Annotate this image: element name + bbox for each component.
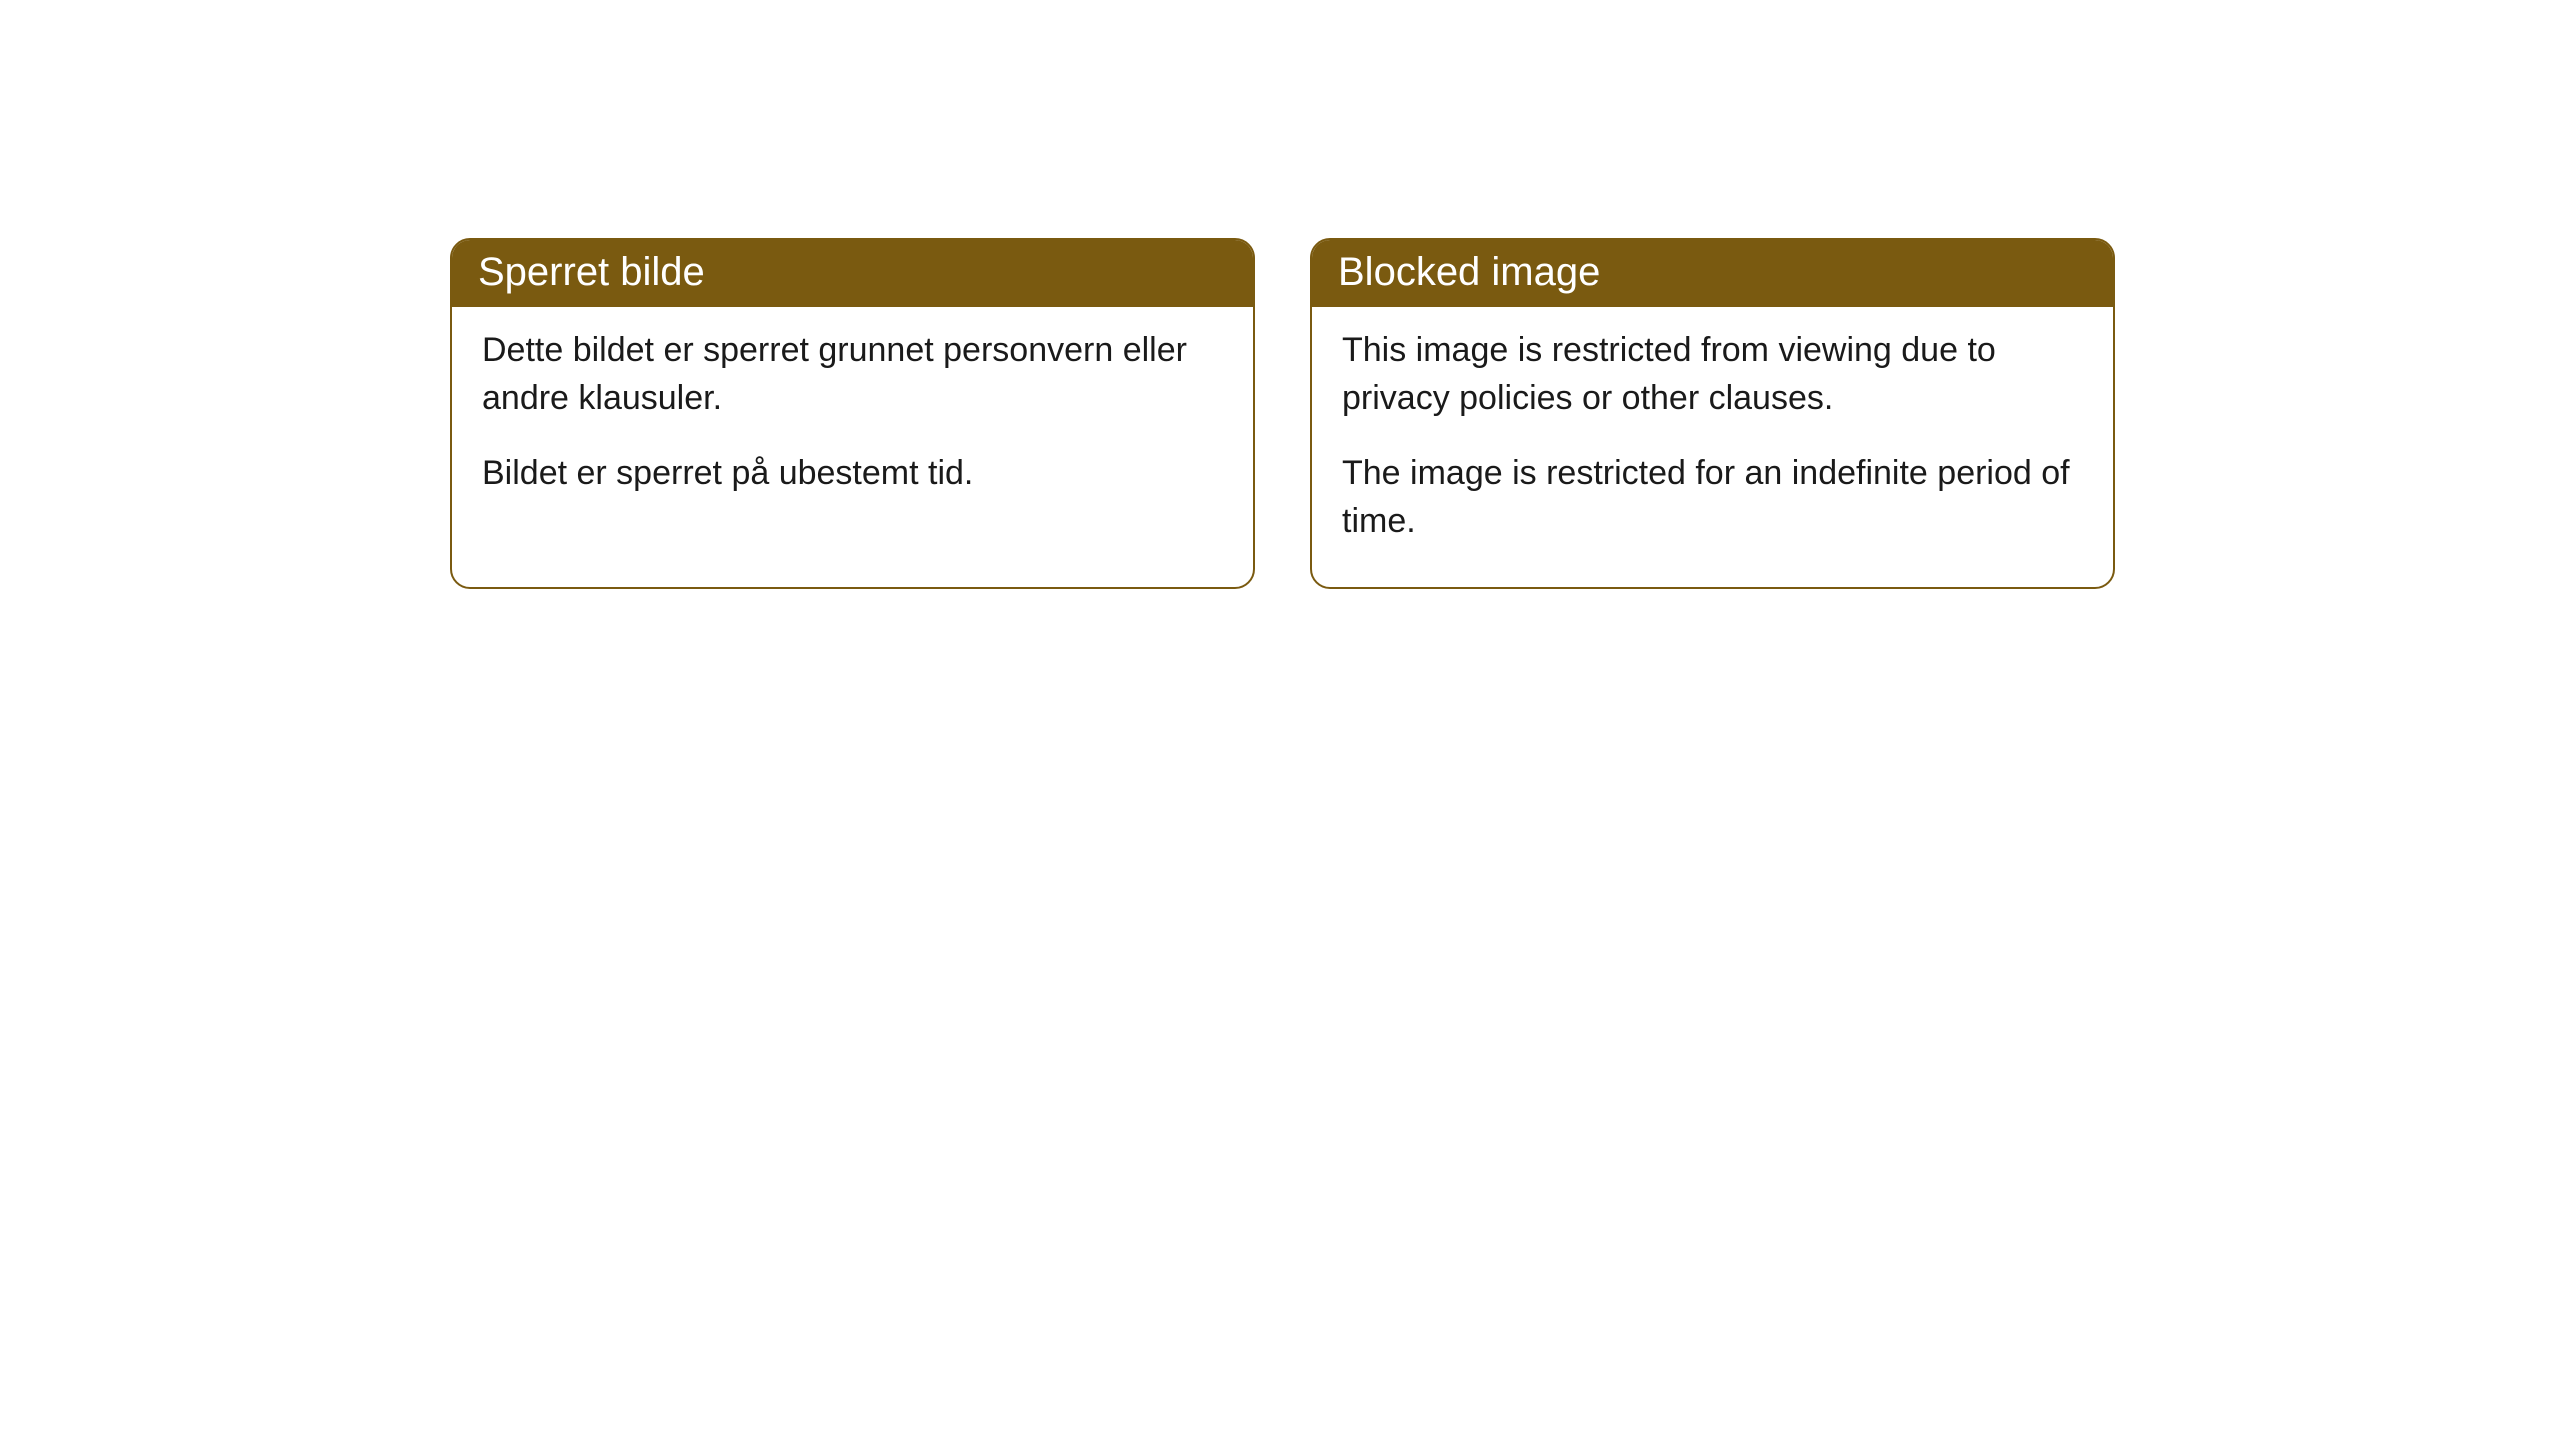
cards-container: Sperret bilde Dette bildet er sperret gr… bbox=[0, 0, 2560, 589]
card-title-nb: Sperret bilde bbox=[452, 240, 1253, 307]
card-title-en: Blocked image bbox=[1312, 240, 2113, 307]
card-body-nb: Dette bildet er sperret grunnet personve… bbox=[452, 307, 1253, 540]
blocked-image-card-nb: Sperret bilde Dette bildet er sperret gr… bbox=[450, 238, 1255, 589]
card-paragraph-2-nb: Bildet er sperret på ubestemt tid. bbox=[482, 450, 1223, 498]
blocked-image-card-en: Blocked image This image is restricted f… bbox=[1310, 238, 2115, 589]
card-paragraph-2-en: The image is restricted for an indefinit… bbox=[1342, 450, 2083, 545]
card-body-en: This image is restricted from viewing du… bbox=[1312, 307, 2113, 587]
card-paragraph-1-en: This image is restricted from viewing du… bbox=[1342, 327, 2083, 422]
card-paragraph-1-nb: Dette bildet er sperret grunnet personve… bbox=[482, 327, 1223, 422]
